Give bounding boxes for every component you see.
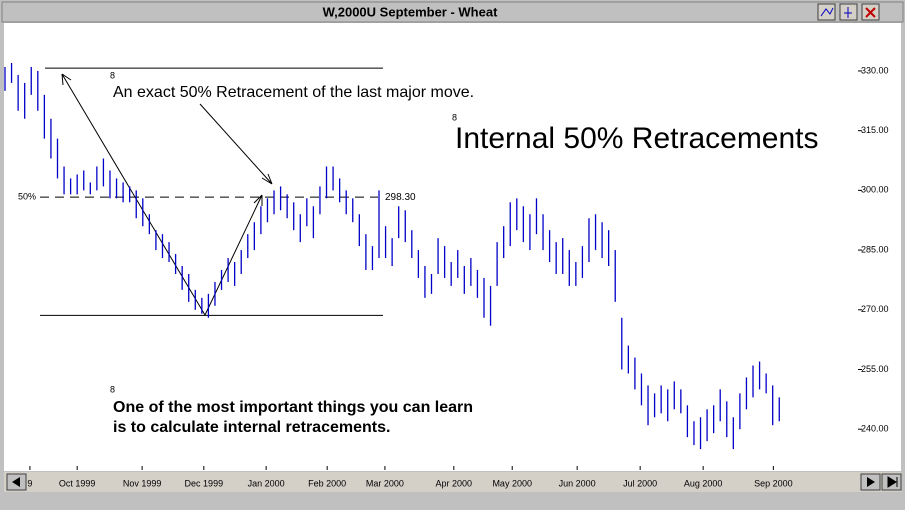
y-tick-label: 330.00 bbox=[861, 65, 889, 75]
arrow-icon bbox=[12, 477, 20, 487]
markers: 8 8 8 bbox=[110, 70, 457, 394]
x-tick-label: Jan 2000 bbox=[248, 478, 285, 488]
y-tick-label: 315.00 bbox=[861, 125, 889, 135]
level-label: 298.30 bbox=[385, 192, 416, 203]
x-tick-label: 9 bbox=[27, 478, 32, 488]
scrollbar[interactable] bbox=[4, 472, 901, 492]
y-tick-label: 285.00 bbox=[861, 244, 889, 254]
annotation: is to calculate internal retracements. bbox=[113, 419, 390, 436]
y-tick-label: 270.00 bbox=[861, 304, 889, 314]
close-icon bbox=[865, 7, 876, 18]
annotation: An exact 50% Retracement of the last maj… bbox=[113, 84, 474, 101]
marker: 8 bbox=[452, 112, 457, 122]
arrow bbox=[61, 73, 206, 316]
chart-icon bbox=[820, 7, 834, 17]
arrow-icon bbox=[867, 477, 875, 487]
toolbar-button[interactable] bbox=[817, 3, 836, 21]
x-tick-label: Dec 1999 bbox=[185, 478, 224, 488]
x-tick-label: May 2000 bbox=[492, 478, 532, 488]
y-tick-label: 300.00 bbox=[861, 185, 889, 195]
marker: 8 bbox=[110, 384, 115, 394]
marker: 8 bbox=[110, 70, 115, 80]
y-tick-label: 240.00 bbox=[861, 424, 889, 434]
level-name: 50% bbox=[18, 192, 36, 202]
zoom-icon bbox=[844, 7, 852, 18]
x-tick-label: Nov 1999 bbox=[123, 478, 162, 488]
window-title: W,2000U September - Wheat bbox=[323, 4, 498, 19]
x-tick-label: Oct 1999 bbox=[59, 478, 96, 488]
arrow-icon bbox=[887, 476, 898, 488]
x-tick-label: Jul 2000 bbox=[623, 478, 657, 488]
annotation-title: Internal 50% Retracements bbox=[455, 122, 819, 155]
annotation: One of the most important things you can… bbox=[113, 399, 473, 416]
x-tick-label: Apr 2000 bbox=[436, 478, 473, 488]
x-tick-label: Jun 2000 bbox=[559, 478, 596, 488]
plot-area bbox=[4, 23, 901, 471]
x-tick-label: Sep 2000 bbox=[754, 478, 793, 488]
arrow bbox=[199, 103, 273, 185]
x-tick-label: Feb 2000 bbox=[308, 478, 346, 488]
x-tick-label: Mar 2000 bbox=[366, 478, 404, 488]
title-bar bbox=[1, 1, 904, 23]
y-tick-label: 255.00 bbox=[861, 364, 889, 374]
x-tick-label: Aug 2000 bbox=[684, 478, 723, 488]
